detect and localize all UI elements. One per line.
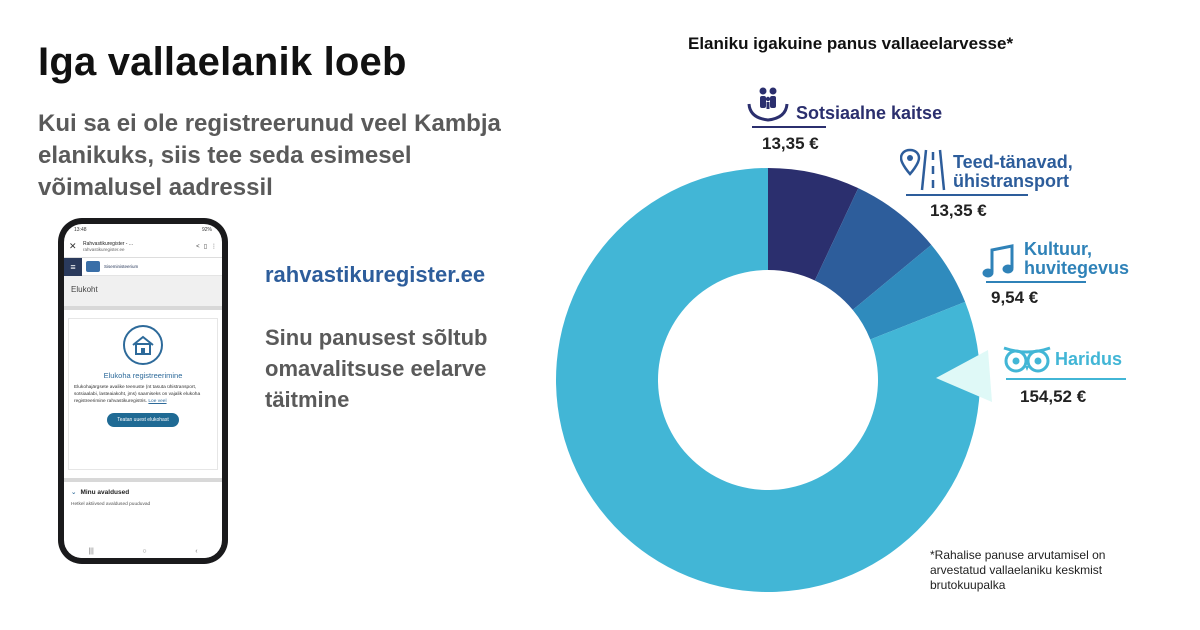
category-rule [906,194,1028,196]
phone-tab-title: Rahvastikuregister - ... [83,240,134,247]
category-label: Kultuur, huvitegevus [1024,240,1129,278]
phone-read-more-link[interactable]: Loe veel [148,399,167,404]
category-rule [986,281,1086,283]
house-icon [123,325,163,365]
phone-new-residence-button[interactable]: Teatan uuest elukohast [107,413,179,427]
category-value: 154,52 € [1020,387,1087,406]
back-icon[interactable]: ‹ [195,547,198,555]
category-label-line: ühistransport [953,171,1070,191]
phone-section-title[interactable]: ⌄ Minu avaldused [71,488,215,496]
phone-site-nav: ≡ Siseministeerium [64,257,222,276]
phone-card-title: Elukoha registreerimine [103,371,183,380]
coat-of-arms-logo [86,261,100,272]
home-icon[interactable]: ○ [142,547,147,555]
chart-title: Elaniku igakuine panus vallaeelarvesse* [688,34,1014,53]
owl-eyes-icon [1003,346,1051,373]
category-rule [752,126,826,128]
phone-card-body: Elukohajärgsete avalike teenuste (nt tas… [74,384,212,405]
category-label-line: huvitegevus [1024,258,1130,278]
category-label-line: Kultuur, [1024,239,1092,259]
phone-card-text: Elukohajärgsete avalike teenuste (nt tas… [74,385,201,404]
phone-address-bar: ✕ Rahvastikuregister - ... rahvastikureg… [64,236,222,258]
hamburger-menu-icon[interactable]: ≡ [64,257,82,276]
phone-breadcrumb: Elukoht [64,276,222,310]
chevron-down-icon: ⌄ [71,489,77,496]
donut-slice-2 [852,244,966,340]
donut-slice-1 [814,188,932,310]
budget-note: Sinu panusest sõltub omavalitsuse eelarv… [265,325,488,412]
music-note-icon [982,244,1014,278]
phone-mockup: 13:48 92% ✕ Rahvastikuregister - ... rah… [58,218,228,564]
website-link[interactable]: rahvastikuregister.ee [265,262,486,287]
category-value: 13,35 € [762,134,819,153]
phone-nav-label: Siseministeerium [104,264,139,269]
phone-nav-buttons: ||| ○ ‹ [64,544,222,558]
category-value: 9,54 € [991,288,1039,307]
phone-applications-section: ⌄ Minu avaldused Hetkel aktiivsed avaldus… [64,478,222,513]
share-icon[interactable]: < [196,243,200,250]
phone-status-time: 13:48 [74,227,87,233]
phone-section-title-text: Minu avaldused [80,489,130,496]
road-pin-icon [900,148,946,191]
phone-status-battery: 92% [201,227,212,233]
chart-footnote: *Rahalise panuse arvutamisel on arvestat… [930,548,1106,592]
category-rule [1006,378,1126,380]
phone-status-bar: 13:48 92% [64,224,222,236]
bookmark-icon[interactable]: ▯ [203,244,207,250]
category-label: Sotsiaalne kaitse [796,103,943,123]
donut-slice-0 [768,168,859,281]
phone-address-text[interactable]: Rahvastikuregister - ... rahvastikuregis… [83,241,192,253]
phone-section-subtitle: Hetkel aktiivsed avaldused puuduvad [71,502,151,507]
page-subtitle: Kui sa ei ole registreerunud veel Kambja… [38,110,501,201]
highlight-pointer [936,350,992,402]
phone-screen: 13:48 92% ✕ Rahvastikuregister - ... rah… [64,224,222,558]
page-headline: Iga vallaelanik loeb [38,40,407,84]
family-hands-icon [747,87,789,122]
category-label: Haridus [1055,349,1123,369]
phone-residence-card: Elukoha registreerimine Elukohajärgsete … [68,318,218,470]
category-label: Teed-tänavad, ühistransport [953,153,1073,191]
recent-apps-icon[interactable]: ||| [88,547,94,555]
phone-url: rahvastikuregister.ee [83,246,125,252]
more-icon[interactable]: ⋮ [211,244,217,250]
close-icon[interactable]: ✕ [69,241,77,251]
donut-slice-3 [556,168,981,592]
category-label-line: Teed-tänavad, [953,152,1073,172]
category-value: 13,35 € [930,201,987,220]
